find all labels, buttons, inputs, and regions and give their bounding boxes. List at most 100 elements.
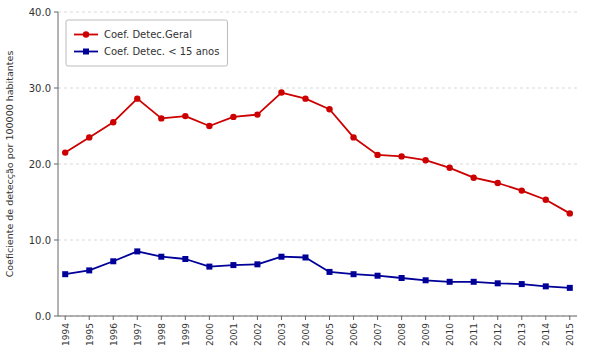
x-tick-label: 2009: [421, 323, 431, 346]
point: [519, 281, 525, 287]
legend-label: Coef. Detec. < 15 anos: [104, 46, 219, 57]
x-tick: [329, 316, 330, 320]
x-tick: [185, 316, 186, 320]
legend-box: [66, 20, 227, 66]
point: [471, 279, 477, 285]
x-tick: [281, 316, 282, 320]
x-tick-label: 1995: [85, 323, 95, 346]
point: [423, 277, 429, 283]
point: [62, 271, 68, 277]
x-tick: [497, 316, 498, 320]
x-tick: [65, 316, 66, 320]
point: [182, 113, 188, 119]
point: [375, 273, 381, 279]
x-tick: [305, 316, 306, 320]
series-group: [62, 89, 573, 291]
x-tick-label: 2002: [253, 323, 263, 346]
x-tick: [473, 316, 474, 320]
x-tick: [521, 316, 522, 320]
x-tick-label: 2015: [565, 323, 575, 346]
point: [86, 134, 92, 140]
y-tick-label: 40.0: [29, 7, 51, 18]
point: [543, 283, 549, 289]
x-tick: [401, 316, 402, 320]
point: [110, 119, 116, 125]
x-tick: [425, 316, 426, 320]
y-tick: [54, 164, 58, 165]
point: [351, 271, 357, 277]
point: [543, 197, 549, 203]
point: [495, 280, 501, 286]
x-tick-label: 1998: [157, 323, 167, 346]
x-tick: [449, 316, 450, 320]
y-tick-label: 20.0: [29, 159, 51, 170]
point: [327, 269, 333, 275]
x-tick-label: 2008: [397, 323, 407, 346]
grid-line: [58, 316, 577, 317]
x-axis-line: [58, 316, 577, 317]
x-tick-label: 2014: [541, 323, 551, 346]
grid-line: [58, 88, 577, 89]
x-tick: [377, 316, 378, 320]
series-line: [65, 93, 570, 214]
point: [470, 174, 476, 180]
point: [446, 165, 452, 171]
x-tick-label: 2007: [373, 323, 383, 346]
x-tick-label: 2000: [205, 323, 215, 346]
point: [495, 180, 501, 186]
point: [350, 134, 356, 140]
x-tick-label: 2010: [445, 323, 455, 346]
grid-line: [58, 12, 577, 13]
point: [302, 95, 308, 101]
point: [422, 157, 428, 163]
legend-label: Coef. Detec.Geral: [104, 29, 192, 40]
grid: [58, 12, 577, 316]
x-tick-label: 1994: [61, 323, 71, 346]
y-tick-label: 30.0: [29, 83, 51, 94]
grid-line: [58, 164, 577, 165]
x-tick-label: 1997: [133, 323, 143, 346]
point: [134, 248, 140, 254]
point: [182, 256, 188, 262]
point: [398, 153, 404, 159]
axes: 0.010.020.030.040.0199419951996199719981…: [29, 7, 577, 346]
x-tick-label: 2003: [277, 323, 287, 346]
point: [374, 152, 380, 158]
point: [519, 187, 525, 193]
point: [158, 254, 164, 260]
x-tick: [209, 316, 210, 320]
x-tick: [257, 316, 258, 320]
x-tick-label: 2011: [469, 323, 479, 346]
y-axis-line: [58, 12, 59, 316]
x-tick: [161, 316, 162, 320]
point: [206, 264, 212, 270]
x-tick: [137, 316, 138, 320]
x-tick: [113, 316, 114, 320]
point: [278, 89, 284, 95]
point: [567, 285, 573, 291]
point: [134, 95, 140, 101]
series-line: [65, 251, 570, 287]
series: [62, 89, 573, 216]
x-tick: [233, 316, 234, 320]
legend: Coef. Detec.Geral Coef. Detec. < 15 anos: [66, 20, 227, 66]
x-tick-label: 2012: [493, 323, 503, 346]
x-tick-label: 2005: [325, 323, 335, 346]
y-tick: [54, 12, 58, 13]
point: [230, 114, 236, 120]
x-tick: [569, 316, 570, 320]
point: [110, 258, 116, 264]
y-tick: [54, 88, 58, 89]
point: [302, 254, 308, 260]
x-tick-label: 2004: [301, 323, 311, 346]
chart: 0.010.020.030.040.0199419951996199719981…: [0, 0, 591, 362]
x-tick: [89, 316, 90, 320]
x-tick: [545, 316, 546, 320]
point: [230, 262, 236, 268]
point: [254, 261, 260, 267]
grid-line: [58, 240, 577, 241]
point: [206, 123, 212, 129]
x-tick: [353, 316, 354, 320]
point: [158, 115, 164, 121]
y-tick: [54, 316, 58, 317]
